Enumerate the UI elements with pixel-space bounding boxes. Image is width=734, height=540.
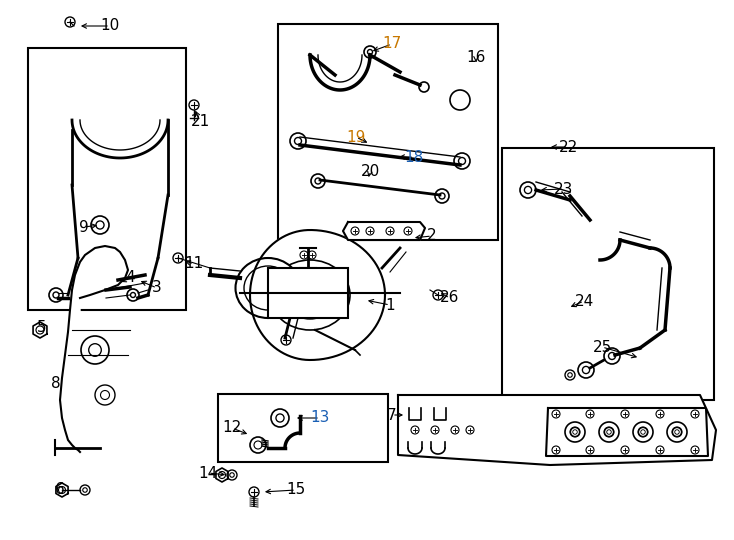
Bar xyxy=(502,148,714,400)
Text: 14: 14 xyxy=(198,465,217,481)
Text: 23: 23 xyxy=(554,181,574,197)
Text: 3: 3 xyxy=(152,280,162,295)
Text: 20: 20 xyxy=(360,164,379,179)
Text: 17: 17 xyxy=(382,37,401,51)
Polygon shape xyxy=(343,222,425,240)
Text: 10: 10 xyxy=(101,18,120,33)
Polygon shape xyxy=(250,230,385,360)
Text: 24: 24 xyxy=(575,294,594,308)
Text: 22: 22 xyxy=(559,139,578,154)
Text: 13: 13 xyxy=(310,410,330,426)
Text: 4: 4 xyxy=(126,271,135,286)
Text: 18: 18 xyxy=(404,150,424,165)
Bar xyxy=(28,48,186,310)
Text: 26: 26 xyxy=(440,291,459,306)
Bar xyxy=(218,394,388,462)
Text: 21: 21 xyxy=(190,113,210,129)
Text: 16: 16 xyxy=(466,51,486,65)
Ellipse shape xyxy=(270,260,350,330)
Text: 7: 7 xyxy=(388,408,397,422)
Text: 11: 11 xyxy=(184,256,203,272)
Text: 15: 15 xyxy=(286,483,305,497)
Text: 6: 6 xyxy=(55,483,65,497)
Text: 12: 12 xyxy=(222,421,241,435)
Bar xyxy=(268,268,348,318)
Polygon shape xyxy=(60,246,128,452)
Text: 25: 25 xyxy=(592,340,611,354)
Text: 8: 8 xyxy=(51,375,61,390)
Ellipse shape xyxy=(236,258,300,318)
Text: 19: 19 xyxy=(346,130,366,145)
Bar xyxy=(278,24,498,240)
Polygon shape xyxy=(546,408,708,456)
Text: 9: 9 xyxy=(79,219,89,234)
Text: 5: 5 xyxy=(37,321,47,335)
Text: 1: 1 xyxy=(385,298,395,313)
Polygon shape xyxy=(398,395,716,465)
Text: 2: 2 xyxy=(427,228,437,244)
